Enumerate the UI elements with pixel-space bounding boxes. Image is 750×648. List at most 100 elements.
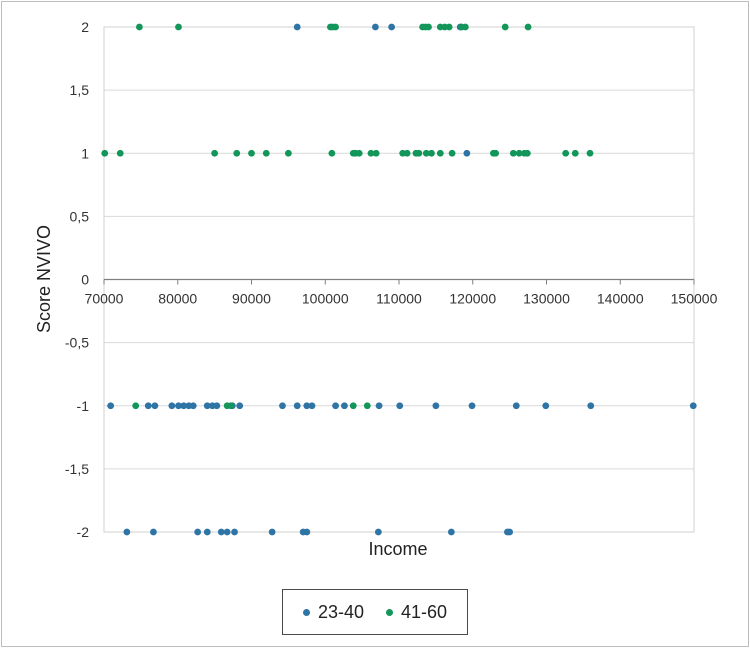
data-point-41-60: [211, 149, 219, 157]
legend-item-23-40: 23-40: [302, 601, 364, 623]
data-point-23-40: [151, 402, 159, 410]
data-point-23-40: [223, 528, 231, 536]
data-point-23-40: [144, 402, 152, 410]
y-tick-label: -0,5: [65, 335, 89, 351]
data-point-41-60: [492, 149, 500, 157]
data-point-23-40: [217, 528, 225, 536]
data-point-23-40: [463, 149, 471, 157]
data-point-23-40: [372, 23, 379, 31]
data-point-23-40: [268, 528, 276, 536]
data-point-23-40: [168, 402, 176, 410]
data-point-41-60: [586, 149, 594, 157]
data-point-23-40: [213, 402, 221, 410]
data-point-23-40: [175, 402, 182, 410]
data-point-41-60: [332, 23, 339, 31]
data-point-41-60: [571, 149, 579, 157]
data-point-23-40: [279, 402, 286, 410]
data-point-23-40: [308, 402, 316, 410]
data-point-41-60: [415, 149, 423, 157]
data-point-41-60: [132, 402, 140, 410]
data-point-23-40: [447, 528, 455, 536]
data-point-41-60: [422, 149, 430, 157]
data-point-41-60: [372, 149, 380, 157]
legend-marker-41-60: [386, 608, 393, 616]
data-point-23-40: [293, 23, 301, 31]
legend: 23-40 41-60: [282, 589, 468, 635]
data-point-41-60: [349, 402, 357, 410]
data-point-41-60: [436, 149, 444, 157]
y-tick-label: -2: [77, 524, 90, 540]
data-point-41-60: [355, 149, 363, 157]
x-tick-label: 140000: [597, 291, 644, 307]
data-point-23-40: [150, 528, 157, 536]
data-point-41-60: [116, 149, 124, 157]
data-point-41-60: [248, 149, 255, 157]
data-point-23-40: [506, 528, 514, 536]
data-point-41-60: [284, 149, 292, 157]
data-point-23-40: [303, 528, 311, 536]
data-point-41-60: [233, 149, 241, 157]
data-point-41-60: [515, 149, 523, 157]
y-axis-ticks: -2 -1,5 -1 -0,5 0 0,5 1 1,5 2: [65, 19, 89, 540]
y-tick-label: 1: [81, 145, 89, 161]
data-point-23-40: [587, 402, 595, 410]
data-point-41-60: [328, 149, 336, 157]
legend-label-41-60: 41-60: [401, 601, 448, 622]
data-point-41-60: [509, 149, 517, 157]
data-points: [101, 23, 697, 536]
y-tick-label: 2: [81, 19, 89, 35]
x-tick-label: 130000: [523, 291, 570, 307]
y-tick-label: -1: [77, 398, 90, 414]
data-point-23-40: [512, 402, 520, 410]
x-tick-label: 70000: [85, 291, 124, 307]
data-point-23-40: [194, 528, 202, 536]
x-axis: [103, 278, 695, 285]
data-point-41-60: [367, 149, 375, 157]
x-tick-label: 100000: [302, 291, 349, 307]
x-tick-label: 110000: [376, 291, 422, 307]
data-point-41-60: [175, 23, 182, 31]
data-point-23-40: [388, 23, 396, 31]
data-point-41-60: [448, 149, 456, 157]
data-point-41-60: [461, 23, 469, 31]
data-point-23-40: [542, 402, 550, 410]
data-point-41-60: [136, 23, 143, 31]
data-point-23-40: [203, 402, 211, 410]
data-point-41-60: [363, 402, 371, 410]
x-tick-label: 120000: [449, 291, 496, 307]
x-axis-ticks: 70000 80000 90000 100000 110000 120000 130000 1…: [85, 291, 718, 307]
data-point-23-40: [123, 528, 131, 536]
data-point-41-60: [445, 23, 453, 31]
y-axis-label: Score NVIVO: [34, 225, 54, 333]
data-point-23-40: [231, 528, 238, 536]
data-point-41-60: [227, 402, 235, 410]
data-point-23-40: [303, 402, 311, 410]
data-point-23-40: [203, 528, 211, 536]
legend-label-23-40: 23-40: [317, 601, 364, 622]
x-tick-label: 150000: [671, 291, 718, 307]
data-point-23-40: [468, 402, 476, 410]
data-point-23-40: [236, 402, 244, 410]
x-tick-label: 80000: [158, 291, 197, 307]
data-point-23-40: [375, 402, 383, 410]
data-point-23-40: [107, 402, 115, 410]
data-point-41-60: [428, 149, 435, 157]
legend-marker-23-40: [302, 608, 310, 616]
x-tick-label: 90000: [232, 291, 271, 307]
data-point-23-40: [374, 528, 382, 536]
x-axis-label: Income: [368, 539, 427, 559]
data-point-23-40: [432, 402, 440, 410]
data-point-23-40: [189, 402, 197, 410]
data-point-41-60: [524, 23, 532, 31]
y-tick-label: 0: [81, 272, 89, 288]
data-point-23-40: [341, 402, 348, 410]
data-point-23-40: [396, 402, 404, 410]
data-point-23-40: [689, 402, 697, 410]
y-tick-label: 0,5: [70, 208, 90, 224]
data-point-41-60: [262, 149, 270, 157]
data-point-41-60: [501, 23, 509, 31]
legend-item-41-60: 41-60: [386, 602, 447, 623]
data-point-23-40: [332, 402, 339, 410]
